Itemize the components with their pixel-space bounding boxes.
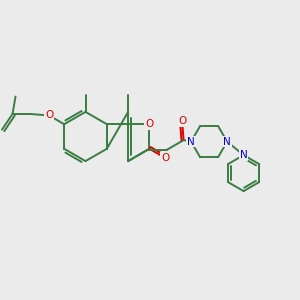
- Text: O: O: [161, 153, 169, 163]
- Text: N: N: [223, 136, 231, 147]
- Text: O: O: [45, 110, 53, 121]
- Text: O: O: [178, 116, 186, 127]
- Text: O: O: [145, 119, 154, 129]
- Text: N: N: [240, 150, 248, 160]
- Text: N: N: [187, 136, 195, 147]
